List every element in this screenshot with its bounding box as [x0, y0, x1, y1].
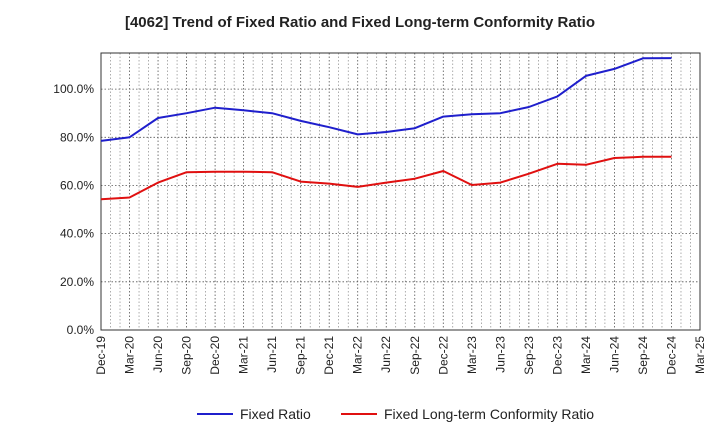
x-tick-label: Sep-24 [636, 336, 650, 375]
x-tick-label: Dec-23 [550, 336, 564, 375]
x-tick-label: Mar-22 [351, 336, 365, 374]
x-tick-label: Jun-20 [151, 336, 165, 373]
x-tick-label: Sep-21 [294, 336, 308, 375]
y-tick-label: 0.0% [67, 323, 95, 337]
legend-label-1: Fixed Ratio [240, 406, 311, 422]
x-tick-label: Mar-24 [579, 336, 593, 374]
y-tick-label: 60.0% [60, 178, 94, 192]
x-tick-label: Dec-24 [664, 336, 678, 375]
x-tick-label: Mar-20 [123, 336, 137, 374]
x-tick-label: Mar-23 [465, 336, 479, 374]
x-tick-label: Dec-20 [208, 336, 222, 375]
x-tick-label: Jun-23 [493, 336, 507, 373]
x-tick-label: Mar-25 [693, 336, 707, 374]
x-tick-label: Jun-24 [607, 336, 621, 373]
series-line-1 [100, 57, 672, 142]
grid-layer [100, 53, 701, 331]
x-tick-label: Mar-21 [237, 336, 251, 374]
series-line-2 [100, 155, 672, 201]
x-tick-label: Dec-22 [436, 336, 450, 375]
x-tick-label: Sep-22 [408, 336, 422, 375]
y-tick-label: 40.0% [60, 227, 94, 241]
series-layer [100, 57, 672, 201]
x-tick-label: Dec-19 [94, 336, 108, 375]
y-tick-label: 100.0% [53, 82, 94, 96]
legend: Fixed Ratio Fixed Long-term Conformity Ra… [197, 406, 594, 422]
chart-title: [4062] Trend of Fixed Ratio and Fixed Lo… [124, 14, 596, 31]
x-tick-label: Sep-23 [522, 336, 536, 375]
plot-frame [100, 52, 701, 331]
x-tick-label: Dec-21 [322, 336, 336, 375]
y-tick-label: 80.0% [60, 130, 94, 144]
tick-layer: 0.0% 20.0% 40.0% 60.0% 80.0% 100.0% Dec-19 Mar-… [53, 82, 707, 375]
y-tick-label: 20.0% [60, 275, 94, 289]
x-tick-label: Jun-21 [265, 336, 279, 373]
x-tick-label: Sep-20 [180, 336, 194, 375]
legend-label-2: Fixed Long-term Conformity Ratio [384, 406, 594, 422]
x-tick-label: Jun-22 [379, 336, 393, 373]
